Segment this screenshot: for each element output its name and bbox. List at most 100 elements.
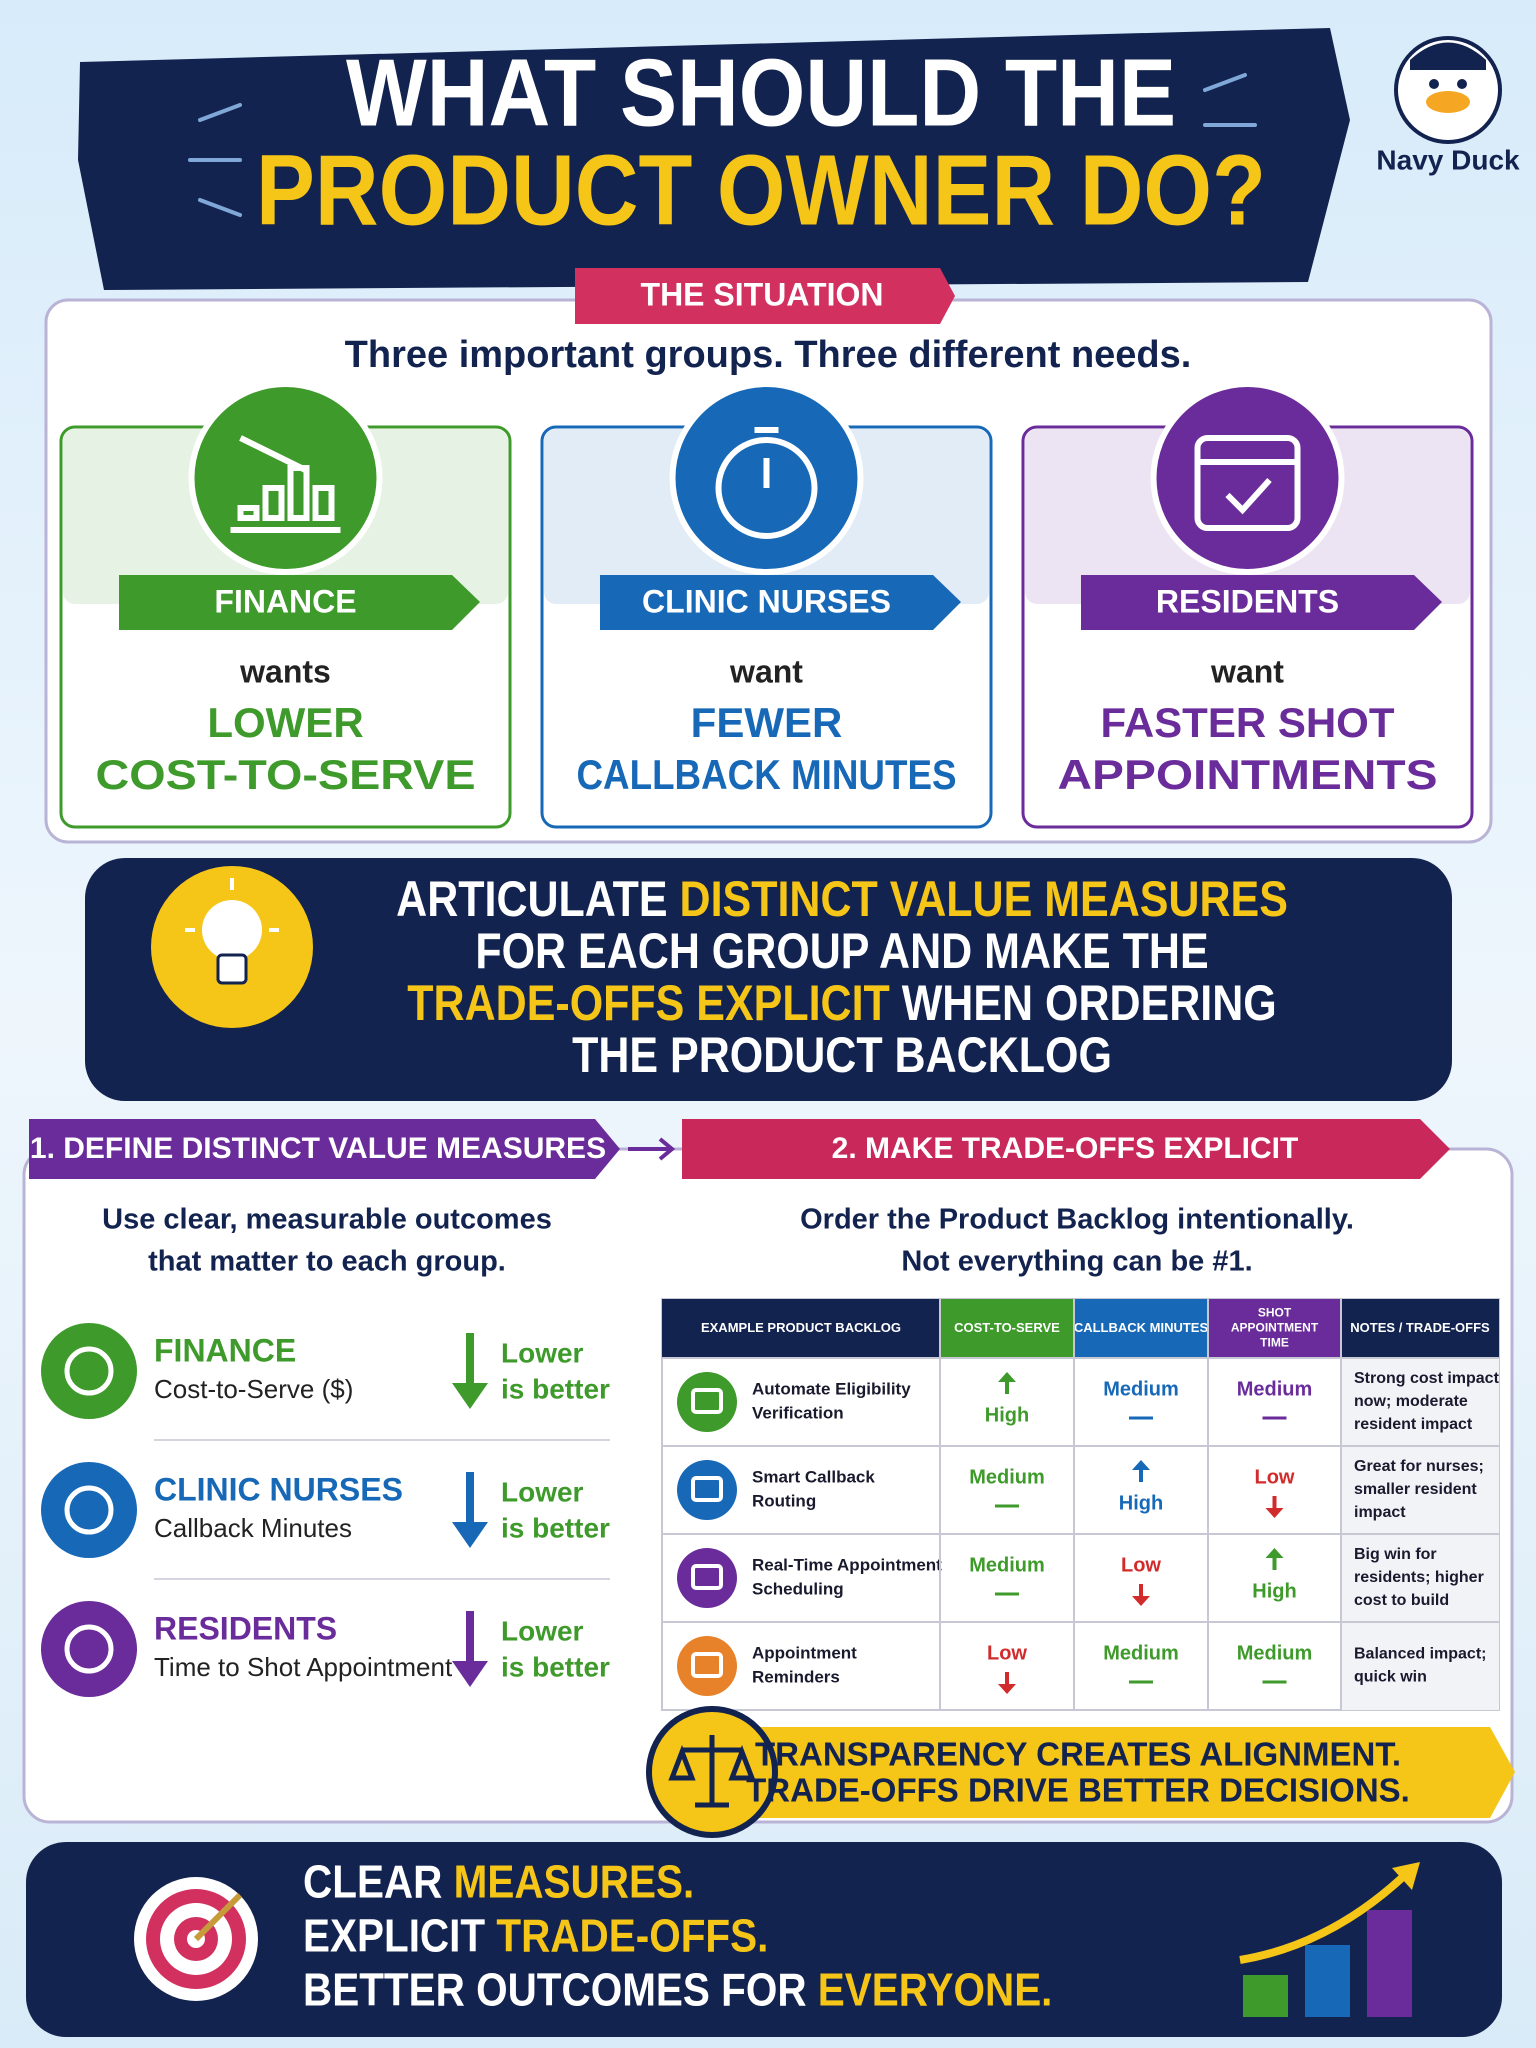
target-icon <box>134 1877 258 2001</box>
note: now; moderate <box>1354 1393 1468 1410</box>
backlog-table: EXAMPLE PRODUCT BACKLOG COST-TO-SERVE CALL… <box>661 1298 1500 1711</box>
message-segment: DISTINCT VALUE MEASURES <box>680 871 1288 927</box>
note: Strong cost impact <box>1354 1370 1500 1387</box>
measure-direction: is better <box>501 1373 610 1404</box>
footer-line: EXPLICIT TRADE-OFFS. <box>303 1912 768 1963</box>
message-segment: MEASURES. <box>454 1858 695 1909</box>
step-connector <box>628 1137 676 1161</box>
footer-line: BETTER OUTCOMES FOR EVERYONE. <box>303 1966 1052 2017</box>
group-icon-shape <box>230 435 341 533</box>
group-need: FASTER SHOT <box>1100 699 1394 746</box>
backlog-item: Smart Callback <box>752 1467 875 1486</box>
rating: High <box>1252 1580 1296 1602</box>
scale-shape <box>668 1735 756 1808</box>
rating: Medium <box>969 1466 1045 1488</box>
group-name: RESIDENTS <box>1156 583 1339 619</box>
backlog-item: Automate Eligibility <box>752 1379 911 1398</box>
backlog-item: Verification <box>752 1403 844 1422</box>
measure-icon-inner <box>64 1346 114 1396</box>
rating: Medium <box>969 1554 1045 1576</box>
measure-metric: Callback Minutes <box>154 1513 352 1543</box>
header-accents <box>188 73 1257 217</box>
group-ribbon <box>600 575 961 630</box>
message-segment: WHEN ORDERING <box>890 975 1277 1031</box>
measure-arrow-head <box>452 1383 488 1409</box>
brand-name: Navy Duck <box>1376 144 1520 175</box>
table-header: EXAMPLE PRODUCT BACKLOG <box>701 1320 901 1335</box>
group-icon <box>188 381 383 575</box>
measure-arrow-head <box>452 1522 488 1548</box>
message-segment: BETTER OUTCOMES FOR <box>303 1966 818 2017</box>
group-icon <box>1150 381 1345 575</box>
message-segment: EVERYONE. <box>818 1966 1053 2017</box>
lightbulb-shape <box>185 878 279 985</box>
item-icon-shape <box>691 1652 723 1678</box>
note: smaller resident <box>1354 1481 1477 1498</box>
group-need: COST-TO-SERVE <box>96 751 476 798</box>
group-icon-shape <box>1194 435 1301 531</box>
rating: Medium <box>1103 1642 1179 1664</box>
item-icon-shape <box>691 1476 723 1502</box>
rating-arrow-head <box>998 1684 1016 1694</box>
key-message-line: TRADE-OFFS EXPLICIT WHEN ORDERING <box>407 975 1276 1031</box>
icon-bar <box>262 485 285 521</box>
group-cards: FINANCE wants LOWER COST-TO-SERVE CLINIC NUR… <box>59 381 1474 829</box>
table-header-cell <box>1341 1299 1499 1358</box>
note: impact <box>1354 1504 1406 1521</box>
table-header: TIME <box>1260 1336 1289 1350</box>
table-header: SHOT <box>1258 1306 1292 1320</box>
footer-panel <box>26 1842 1502 2037</box>
group-need: CALLBACK MINUTES <box>577 751 957 798</box>
item-icon <box>677 1460 737 1520</box>
note: quick win <box>1354 1669 1427 1686</box>
note: cost to build <box>1354 1592 1449 1609</box>
table-header-cell <box>940 1299 1074 1358</box>
situation-label: THE SITUATION <box>641 276 884 312</box>
notes-cell-bg <box>1341 1358 1499 1446</box>
growth-icon <box>1239 1862 1420 2017</box>
group-ribbon <box>1081 575 1442 630</box>
group-verb: wants <box>239 653 331 689</box>
item-icon <box>677 1548 737 1608</box>
key-message-line: FOR EACH GROUP AND MAKE THE <box>475 923 1208 979</box>
measure-icon <box>41 1323 137 1419</box>
backlog-item: Scheduling <box>752 1579 844 1598</box>
group-ribbon <box>119 575 480 630</box>
rating-arrow-head <box>1132 1596 1150 1606</box>
note: residents; higher <box>1354 1569 1484 1586</box>
step2-label-bg <box>682 1119 1450 1179</box>
backlog-item: Reminders <box>752 1667 840 1686</box>
key-message-line: THE PRODUCT BACKLOG <box>572 1027 1112 1083</box>
notes-cell-bg <box>1341 1446 1499 1534</box>
step2-label: 2. MAKE TRADE-OFFS EXPLICIT <box>832 1132 1299 1165</box>
backlog-item: Routing <box>752 1491 816 1510</box>
message-segment: TRADE-OFFS EXPLICIT <box>407 975 889 1031</box>
step2-intro: Order the Product Backlog intentionally. <box>800 1204 1354 1236</box>
icon-bar <box>237 505 260 521</box>
message-segment: FOR EACH GROUP AND MAKE THE <box>475 923 1208 979</box>
group-name: FINANCE <box>214 583 356 619</box>
group-need: FEWER <box>691 699 843 746</box>
measure-metric: Time to Shot Appointment <box>154 1652 453 1682</box>
group-verb: want <box>1210 653 1284 689</box>
group-need: APPOINTMENTS <box>1058 751 1438 798</box>
table-header: CALLBACK MINUTES <box>1074 1320 1209 1335</box>
rating-arrow-head <box>1265 1508 1284 1518</box>
icon-trend <box>239 435 307 473</box>
table-header: NOTES / TRADE-OFFS <box>1350 1320 1490 1335</box>
footer-message: CLEAR MEASURES.EXPLICIT TRADE-OFFS.BETTE… <box>303 1858 1052 2017</box>
rating: Low <box>1255 1466 1295 1488</box>
table-header-cell <box>1074 1299 1208 1358</box>
rating-arrow-head <box>1132 1460 1150 1470</box>
measure-icon <box>41 1601 137 1697</box>
group-verb: want <box>729 653 803 689</box>
key-message-line: ARTICULATE DISTINCT VALUE MEASURES <box>396 871 1288 927</box>
message-segment: TRADE-OFFS. <box>496 1912 768 1963</box>
rating: High <box>985 1404 1029 1426</box>
rating: Medium <box>1237 1378 1313 1400</box>
rating: Low <box>987 1642 1027 1664</box>
message-segment: CLEAR <box>303 1858 454 1909</box>
measure-arrow-head <box>452 1661 488 1687</box>
step1-label-bg <box>29 1119 620 1179</box>
